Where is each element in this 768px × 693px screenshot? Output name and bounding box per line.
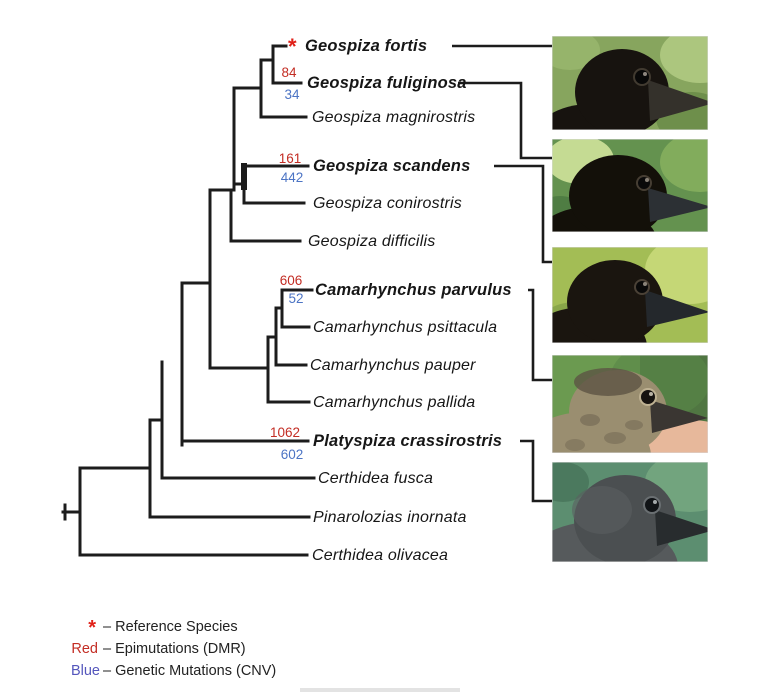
- reference-asterisk-icon: *: [288, 34, 297, 59]
- bird-beak: [645, 290, 708, 327]
- species-label-certhidea-olivacea: Certhidea olivacea: [312, 547, 448, 564]
- legend-asterisk-icon: *: [88, 617, 96, 639]
- photo-platyspiza-crassirostris: [552, 462, 708, 562]
- dmr-count-parvulus: 606: [280, 273, 303, 288]
- cropped-caption-remnant: [300, 688, 460, 692]
- legend-mutations-label: – Genetic Mutations (CNV): [103, 663, 276, 679]
- species-label-geospiza-conirostris: Geospiza conirostris: [313, 195, 462, 212]
- species-label-platyspiza-crassirostris: Platyspiza crassirostris: [313, 432, 502, 450]
- species-label-pinarolozias-inornata: Pinarolozias inornata: [313, 509, 467, 526]
- dmr-count-fortis-fuliginosa: 84: [281, 65, 297, 80]
- species-label-geospiza-fortis: Geospiza fortis: [305, 37, 427, 55]
- bird-eye: [633, 68, 651, 86]
- photo-geospiza-fuliginosa: [552, 139, 708, 232]
- species-label-camarhynchus-pallida: Camarhynchus pallida: [313, 394, 475, 411]
- species-label-camarhynchus-psittacula: Camarhynchus psittacula: [313, 319, 497, 336]
- connector-camarhynchus-parvulus: [528, 288, 552, 382]
- photo-geospiza-fortis: [552, 36, 708, 130]
- species-labels: Geospiza fortis Geospiza fuliginosa Geos…: [305, 37, 512, 564]
- bird-beak: [648, 188, 708, 222]
- connector-platyspiza-crassirostris: [520, 439, 552, 503]
- legend-reference-label: – Reference Species: [103, 619, 238, 635]
- legend-epimutations-label: – Epimutations (DMR): [103, 641, 246, 657]
- legend-red-key: Red: [71, 641, 98, 657]
- bird-eye: [634, 279, 650, 295]
- bird-beak: [655, 510, 708, 546]
- species-label-geospiza-magnirostris: Geospiza magnirostris: [312, 109, 475, 126]
- bird-eye: [643, 496, 661, 514]
- photo-camarhynchus-parvulus: [552, 355, 708, 453]
- species-label-camarhynchus-pauper: Camarhynchus pauper: [310, 357, 476, 374]
- species-label-camarhynchus-parvulus: Camarhynchus parvulus: [315, 281, 512, 299]
- bird-beak: [648, 80, 708, 121]
- species-label-geospiza-scandens: Geospiza scandens: [313, 157, 470, 175]
- photo-connectors: [452, 44, 552, 503]
- cnv-count-scandens: 442: [281, 170, 304, 185]
- cnv-count-fortis-fuliginosa: 34: [284, 87, 300, 102]
- bird-eye: [636, 175, 652, 191]
- cnv-count-crassirostris: 602: [281, 447, 304, 462]
- dmr-count-crassirostris: 1062: [270, 425, 300, 440]
- photo-strip: [552, 36, 708, 562]
- species-label-geospiza-difficilis: Geospiza difficilis: [308, 233, 435, 250]
- node-annotations: 84 34 161 442 606 52 1062 602: [270, 65, 304, 462]
- photo-geospiza-scandens: [552, 247, 708, 343]
- species-label-certhidea-fusca: Certhidea fusca: [318, 470, 433, 487]
- bird-head: [569, 155, 667, 232]
- connector-geospiza-fuliginosa: [458, 81, 552, 160]
- bird-eye: [639, 388, 657, 406]
- connector-geospiza-scandens: [494, 164, 552, 264]
- cnv-count-parvulus: 52: [288, 291, 303, 306]
- bird-beak: [650, 400, 708, 433]
- species-label-geospiza-fuliginosa: Geospiza fuliginosa: [307, 74, 467, 92]
- legend: * – Reference Species Red – Epimutations…: [71, 617, 276, 679]
- legend-blue-key: Blue: [71, 663, 100, 679]
- dmr-count-scandens: 161: [279, 151, 302, 166]
- tree-branches: [61, 44, 316, 557]
